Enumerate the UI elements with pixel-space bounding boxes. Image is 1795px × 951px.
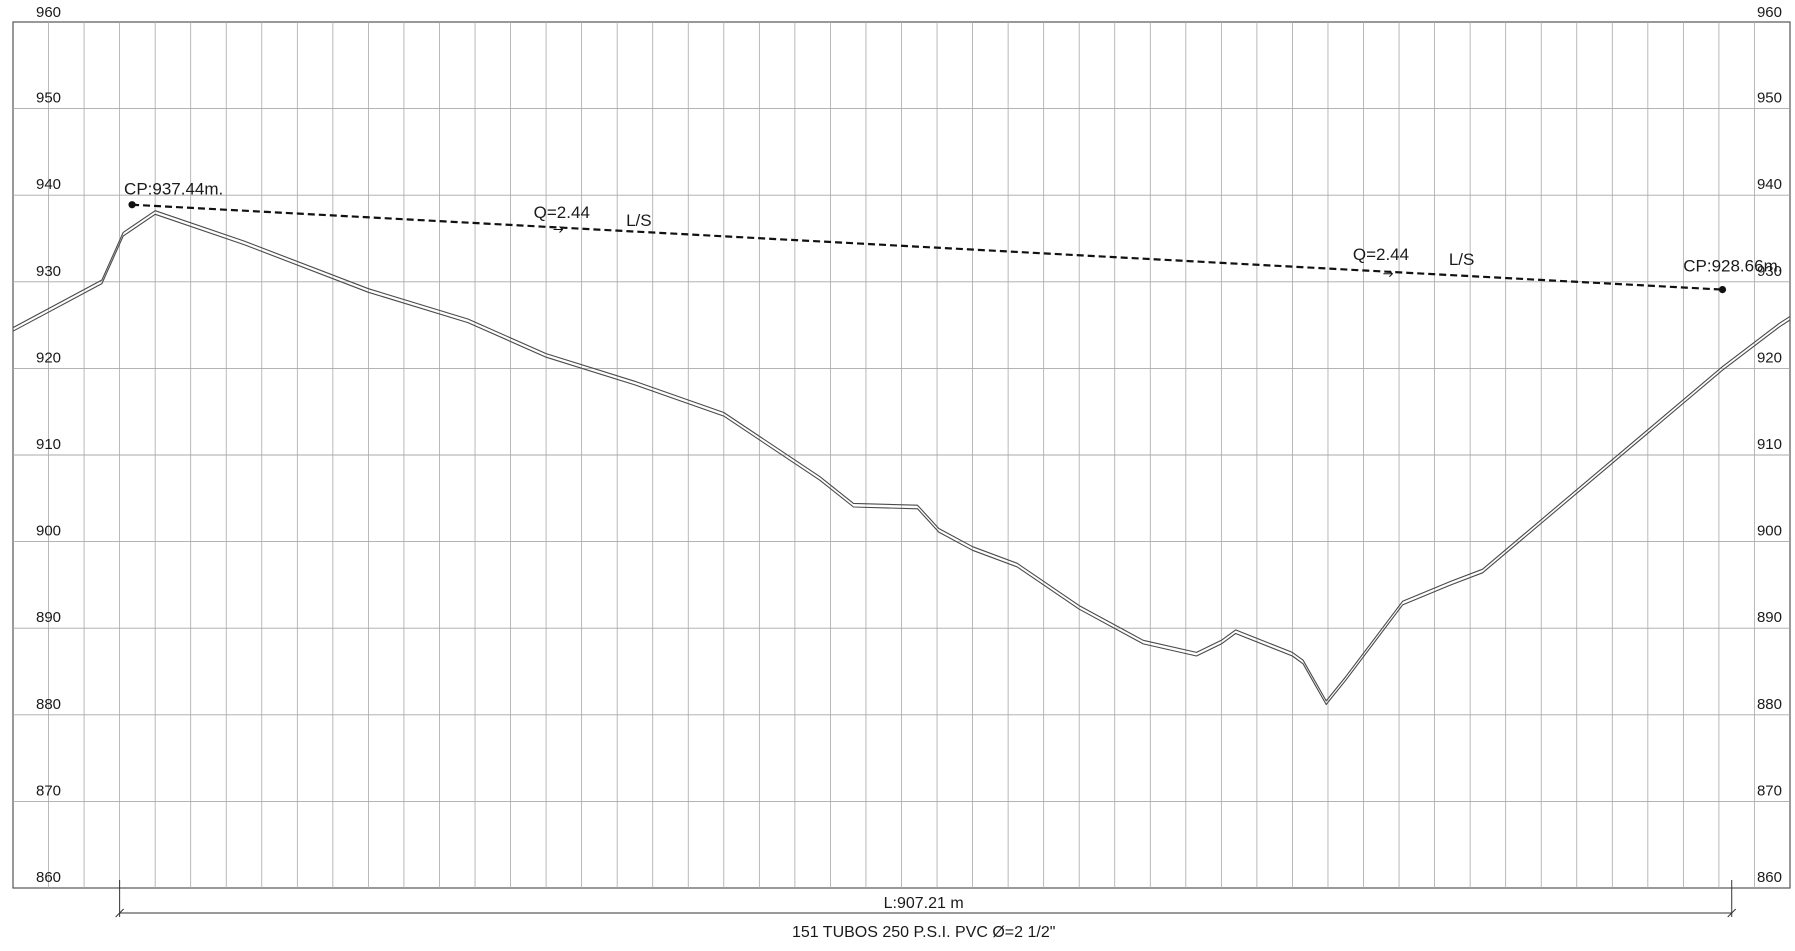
length-dimension-line — [115, 880, 1737, 918]
cp-end-label: CP:928.66m. — [1683, 257, 1782, 276]
y-tick-label-right: 920 — [1757, 349, 1782, 366]
terrain-line-upper — [12, 210, 1791, 702]
y-tick-label-left: 950 — [36, 90, 61, 107]
y-tick-label-right: 900 — [1757, 523, 1782, 540]
y-tick-label-right: 910 — [1757, 436, 1782, 453]
hgl-start-point — [128, 201, 136, 209]
cp-start-label: CP:937.44m. — [124, 180, 223, 199]
y-tick-label-right: 880 — [1757, 696, 1782, 713]
y-tick-label-right: 940 — [1757, 176, 1782, 193]
y-tick-label-right: 870 — [1757, 782, 1782, 799]
flow-unit-label-1: L/S — [626, 211, 652, 230]
length-label: L:907.21 m — [884, 895, 964, 912]
y-tick-label-left: 890 — [36, 609, 61, 626]
pipe-spec-label: 151 TUBOS 250 P.S.I. PVC Ø=2 1/2" — [792, 924, 1055, 941]
y-tick-label-left: 860 — [36, 869, 61, 886]
y-tick-label-left: 900 — [36, 523, 61, 540]
y-tick-label-right: 930 — [1757, 263, 1782, 280]
hydraulic-grade-line — [128, 201, 1727, 294]
dimension-tick-start — [115, 908, 124, 918]
hgl-end-point — [1718, 285, 1727, 294]
y-tick-label-right: 950 — [1757, 90, 1782, 107]
flow-direction-arrow — [553, 226, 564, 233]
y-tick-label-left: 880 — [36, 696, 61, 713]
y-tick-label-left: 910 — [36, 436, 61, 453]
y-tick-label-right: 890 — [1757, 609, 1782, 626]
flow-direction-arrow — [1383, 270, 1394, 278]
flow-label-1: Q=2.44 — [534, 203, 590, 222]
terrain-profile — [12, 210, 1791, 706]
y-tick-label-left: 960 — [36, 4, 61, 21]
y-tick-label-left: 930 — [36, 263, 61, 280]
dimension-tick-end — [1727, 908, 1737, 918]
y-tick-label-right: 960 — [1757, 4, 1782, 21]
grid-layer — [12, 21, 1791, 889]
tick-labels: 960 960 950 950 940 940 930 930 920 920 910 910 900 9… — [36, 4, 1782, 886]
y-tick-label-left: 940 — [36, 176, 61, 193]
y-tick-label-right: 860 — [1757, 869, 1782, 886]
y-tick-label-left: 870 — [36, 782, 61, 799]
y-tick-label-left: 920 — [36, 349, 61, 366]
terrain-line-lower — [12, 213, 1791, 706]
flow-label-2: Q=2.44 — [1353, 245, 1409, 264]
flow-unit-label-2: L/S — [1449, 250, 1475, 269]
hgl-dashed-line — [132, 203, 1723, 291]
